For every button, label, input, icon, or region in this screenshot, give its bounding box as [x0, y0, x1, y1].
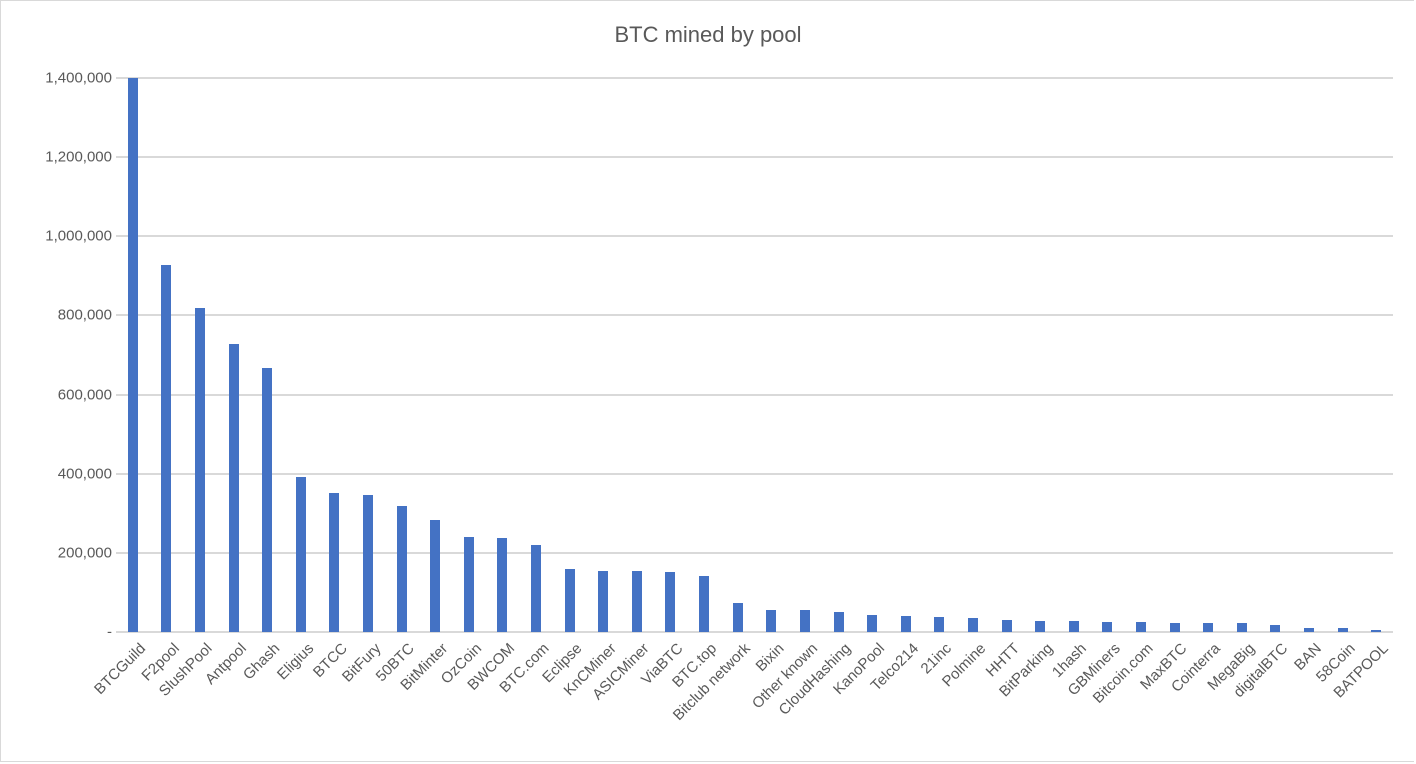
- gridline: [116, 235, 1393, 238]
- bar[interactable]: [329, 492, 340, 632]
- bar[interactable]: [665, 571, 676, 632]
- bar[interactable]: [1068, 620, 1079, 632]
- bar[interactable]: [967, 618, 978, 632]
- bar[interactable]: [766, 609, 777, 632]
- bar[interactable]: [1169, 622, 1180, 632]
- bar[interactable]: [295, 476, 306, 632]
- gridline: [116, 631, 1393, 633]
- bar[interactable]: [1102, 622, 1113, 632]
- bar[interactable]: [934, 616, 945, 632]
- bar[interactable]: [833, 611, 844, 632]
- y-tick-label: 1,000,000: [45, 227, 112, 245]
- bar[interactable]: [867, 614, 878, 632]
- bar[interactable]: [564, 569, 575, 632]
- bar[interactable]: [363, 495, 374, 632]
- y-tick-label: 200,000: [57, 544, 112, 562]
- bar[interactable]: [1135, 622, 1146, 632]
- y-tick-label: 600,000: [57, 386, 112, 404]
- y-tick-label: -: [107, 623, 112, 641]
- bar[interactable]: [900, 616, 911, 632]
- bar[interactable]: [195, 307, 205, 632]
- bar[interactable]: [396, 505, 407, 632]
- bar[interactable]: [161, 264, 172, 632]
- bar[interactable]: [262, 367, 273, 632]
- gridline: [116, 393, 1393, 396]
- bar[interactable]: [1303, 628, 1314, 632]
- bar[interactable]: [430, 520, 441, 632]
- y-tick-label: 1,400,000: [45, 69, 112, 87]
- plot-area: [116, 77, 1393, 633]
- bar[interactable]: [1035, 620, 1046, 632]
- gridline: [116, 551, 1393, 554]
- bar[interactable]: [1337, 628, 1348, 632]
- bar[interactable]: [631, 571, 642, 632]
- y-tick-label: 800,000: [57, 306, 112, 324]
- chart-title: BTC mined by pool: [614, 22, 802, 47]
- gridline: [116, 472, 1393, 475]
- gridline: [116, 156, 1393, 159]
- bar[interactable]: [1270, 624, 1281, 632]
- bar[interactable]: [1001, 620, 1012, 632]
- bar[interactable]: [699, 575, 710, 632]
- bar[interactable]: [127, 78, 138, 632]
- bar[interactable]: [531, 544, 542, 632]
- bar[interactable]: [1236, 622, 1247, 632]
- gridline: [116, 77, 1393, 79]
- bar[interactable]: [497, 537, 508, 632]
- bar[interactable]: [463, 537, 474, 632]
- bar[interactable]: [598, 571, 609, 632]
- bar[interactable]: [799, 609, 810, 632]
- bar[interactable]: [732, 603, 743, 632]
- gridline: [116, 314, 1393, 317]
- bar[interactable]: [1203, 622, 1214, 632]
- bar[interactable]: [228, 343, 239, 632]
- y-tick-label: 400,000: [57, 465, 112, 483]
- bar[interactable]: [1371, 630, 1382, 632]
- y-tick-label: 1,200,000: [45, 148, 112, 166]
